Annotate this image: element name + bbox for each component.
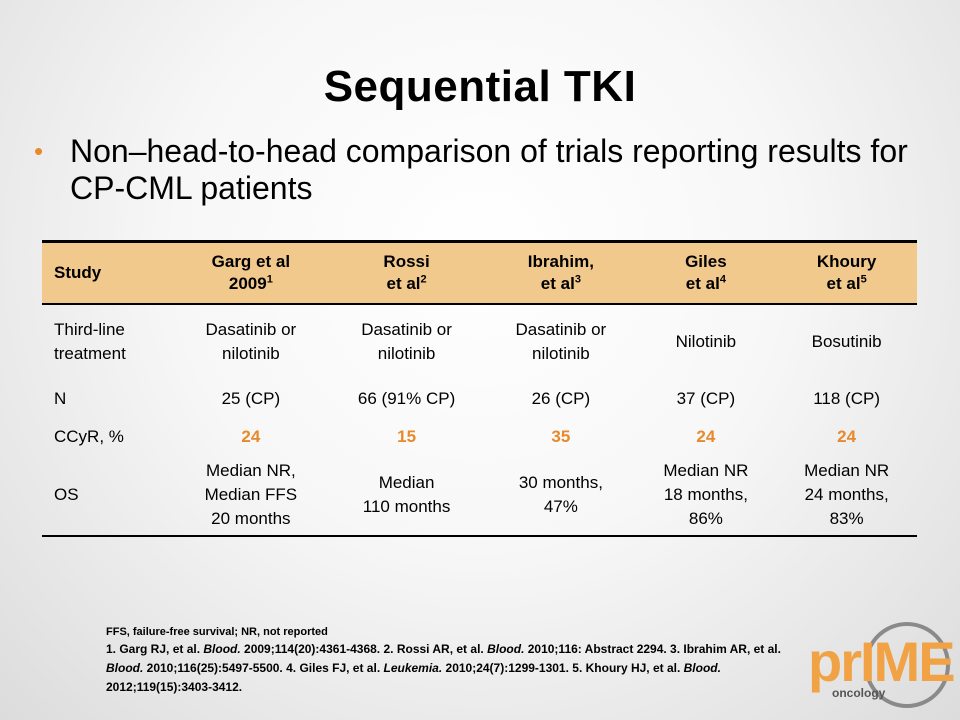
logo-subtext: oncology bbox=[832, 686, 886, 700]
table-cell: 37 (CP) bbox=[676, 388, 736, 408]
table-cell: Dasatinib or nilotinib bbox=[361, 320, 452, 363]
table-cell: Bosutinib bbox=[811, 332, 882, 351]
table-cell: 15 bbox=[397, 426, 417, 446]
header-study: Study bbox=[42, 240, 175, 305]
table-header-row: Study Garg et al 20091 Rossi et al2 Ibrahi… bbox=[42, 240, 917, 305]
logo-text: prIME bbox=[808, 630, 956, 693]
abbreviations: FFS, failure-free survival; NR, not repo… bbox=[106, 626, 328, 638]
header-khoury: Khoury et al5 bbox=[776, 240, 917, 305]
table-cell: Dasatinib or nilotinib bbox=[205, 320, 297, 363]
table-cell: Dasatinib or nilotinib bbox=[515, 320, 607, 363]
row-label: N bbox=[54, 388, 67, 408]
table-cell: 118 (CP) bbox=[813, 388, 880, 408]
bullet-point: • Non–head-to-head comparison of trials … bbox=[34, 133, 914, 207]
table-cell: 66 (91% CP) bbox=[357, 388, 456, 408]
table-cell: 24 bbox=[696, 426, 716, 446]
table-cell: 35 bbox=[551, 426, 571, 446]
table-cell: Median NR 18 months, 86% bbox=[635, 455, 777, 537]
header-rossi: Rossi et al2 bbox=[326, 240, 487, 305]
row-label: CCyR, % bbox=[54, 426, 124, 446]
header-garg: Garg et al 20091 bbox=[174, 240, 327, 305]
table-cell: 24 bbox=[837, 426, 857, 446]
footnote: FFS, failure-free survival; NR, not repo… bbox=[106, 624, 786, 697]
prime-oncology-logo: prIME oncology bbox=[808, 622, 958, 714]
table-row: Third-line treatment Dasatinib or nilotini… bbox=[42, 304, 917, 380]
table-row: CCyR, % 24 15 35 24 24 bbox=[42, 418, 917, 456]
header-giles: Giles et al4 bbox=[635, 240, 777, 305]
references: 1. Garg RJ, et al. Blood. 2009;114(20):4… bbox=[106, 642, 781, 694]
row-label: OS bbox=[42, 455, 175, 537]
bullet-text: Non–head-to-head comparison of trials re… bbox=[70, 133, 908, 206]
slide-title: Sequential TKI bbox=[323, 62, 637, 111]
row-label: Third-line treatment bbox=[54, 320, 126, 363]
table-cell: 30 months, 47% bbox=[486, 455, 636, 537]
table-row: OS Median NR, Median FFS 20 months Median 1… bbox=[42, 455, 917, 537]
table-cell: 25 (CP) bbox=[221, 388, 281, 408]
table-cell: Median NR, Median FFS 20 months bbox=[174, 455, 327, 537]
header-ibrahim: Ibrahim, et al3 bbox=[486, 240, 636, 305]
table-cell: 26 (CP) bbox=[531, 388, 591, 408]
comparison-table: Study Garg et al 20091 Rossi et al2 Ibrahi… bbox=[42, 240, 917, 537]
table-cell: Nilotinib bbox=[675, 332, 737, 351]
table-row: N 25 (CP) 66 (91% CP) 26 (CP) 37 (CP) 11… bbox=[42, 380, 917, 418]
table-cell: 24 bbox=[241, 426, 261, 446]
table-cell: Median 110 months bbox=[326, 455, 487, 537]
bullet-dot-icon: • bbox=[34, 136, 44, 166]
logo-ring-icon bbox=[864, 622, 950, 708]
table-cell: Median NR 24 months, 83% bbox=[776, 455, 917, 537]
